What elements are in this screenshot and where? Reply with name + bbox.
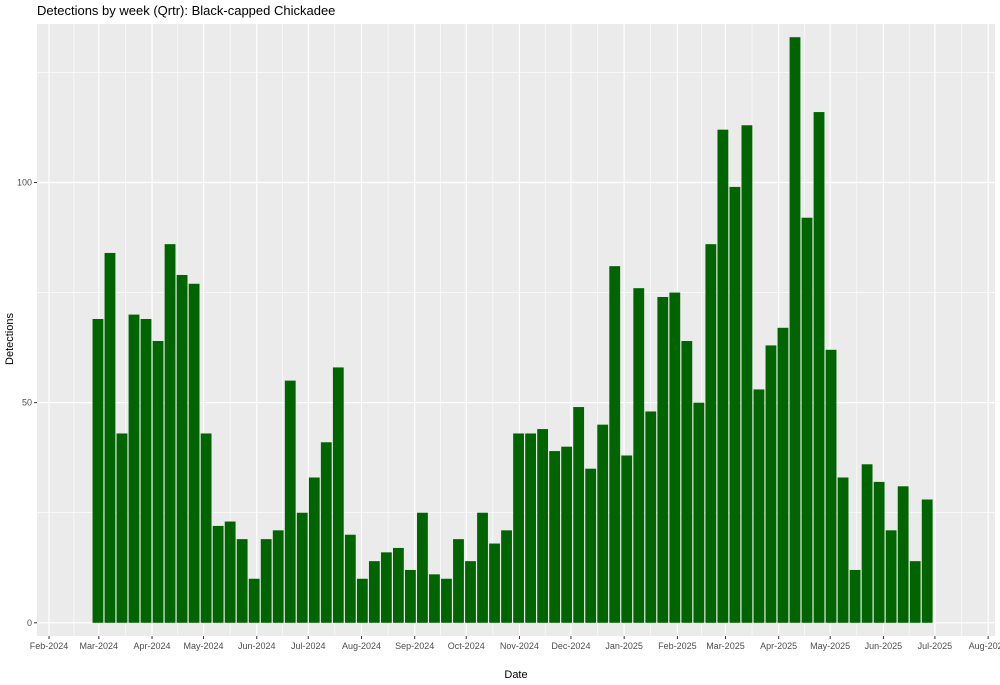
bar bbox=[801, 217, 813, 623]
bar bbox=[537, 429, 549, 623]
bar bbox=[849, 569, 861, 623]
bar bbox=[260, 539, 272, 623]
x-tick-label: Mar-2025 bbox=[706, 641, 745, 651]
bars bbox=[92, 37, 933, 623]
x-tick-label: Sep-2024 bbox=[395, 641, 434, 651]
x-tick-label: Jan-2025 bbox=[605, 641, 643, 651]
bar bbox=[861, 464, 873, 623]
bar bbox=[717, 129, 729, 623]
bar bbox=[176, 274, 188, 623]
bar bbox=[513, 433, 524, 623]
x-tick-label: Apr-2025 bbox=[760, 641, 797, 651]
chart-title: Detections by week (Qrtr): Black-capped … bbox=[37, 3, 335, 18]
bar bbox=[825, 349, 837, 623]
bar bbox=[837, 477, 849, 623]
bar bbox=[621, 455, 633, 623]
x-tick-label: Jun-2025 bbox=[865, 641, 903, 651]
y-axis: 0 50 100 bbox=[17, 178, 37, 628]
x-tick-label: Jul-2024 bbox=[291, 641, 326, 651]
x-tick-label: Oct-2024 bbox=[448, 641, 485, 651]
bar bbox=[633, 288, 645, 623]
bar bbox=[789, 37, 801, 623]
bar bbox=[453, 539, 464, 623]
bar bbox=[573, 407, 585, 623]
bar bbox=[909, 561, 921, 623]
bar bbox=[597, 424, 609, 623]
bar bbox=[164, 244, 176, 623]
bar bbox=[224, 521, 236, 623]
bar bbox=[308, 477, 320, 623]
bar bbox=[561, 446, 573, 623]
bar bbox=[681, 341, 693, 623]
bar bbox=[525, 433, 537, 623]
bar bbox=[332, 367, 344, 623]
bar bbox=[585, 468, 597, 623]
bar bbox=[104, 252, 116, 623]
bar bbox=[368, 561, 380, 623]
bar bbox=[200, 433, 212, 623]
x-tick-label: Feb-2024 bbox=[30, 641, 69, 651]
bar bbox=[897, 486, 909, 623]
x-tick-label: Aug-2025 bbox=[969, 641, 1000, 651]
bar bbox=[465, 561, 476, 623]
x-tick-label: Jun-2024 bbox=[238, 641, 276, 651]
bar bbox=[609, 266, 621, 623]
bar bbox=[693, 402, 705, 623]
bar bbox=[116, 433, 128, 623]
x-tick-label: May-2024 bbox=[184, 641, 224, 651]
bar bbox=[320, 442, 332, 623]
x-tick-label: Feb-2025 bbox=[658, 641, 697, 651]
bar bbox=[873, 481, 885, 623]
bar bbox=[777, 327, 789, 623]
y-tick-label: 0 bbox=[27, 618, 32, 628]
bar bbox=[92, 318, 104, 623]
bar bbox=[549, 451, 561, 623]
bar bbox=[212, 525, 224, 623]
bar bbox=[753, 389, 765, 623]
bar bbox=[128, 314, 140, 623]
bar bbox=[188, 283, 200, 623]
bar bbox=[669, 292, 681, 623]
bar bbox=[705, 244, 717, 623]
bar bbox=[657, 296, 669, 623]
x-tick-label: Aug-2024 bbox=[342, 641, 381, 651]
bar bbox=[392, 547, 404, 623]
x-tick-label: Dec-2024 bbox=[551, 641, 590, 651]
x-axis: Feb-2024 Mar-2024 Apr-2024 May-2024 Jun-2024… bbox=[30, 636, 1000, 651]
bar bbox=[729, 186, 741, 623]
bar bbox=[152, 341, 164, 623]
bar bbox=[477, 512, 488, 623]
bar bbox=[356, 578, 368, 623]
bar bbox=[765, 345, 777, 623]
bar bbox=[236, 539, 248, 623]
y-tick-label: 100 bbox=[17, 178, 32, 188]
bar bbox=[813, 112, 825, 623]
x-tick-label: Nov-2024 bbox=[500, 641, 539, 651]
x-tick-label: Mar-2024 bbox=[80, 641, 119, 651]
bar bbox=[380, 552, 392, 623]
bar bbox=[140, 318, 152, 623]
bar bbox=[921, 499, 933, 623]
y-tick-label: 50 bbox=[22, 398, 32, 408]
bar bbox=[405, 569, 416, 623]
bar bbox=[441, 578, 452, 623]
bar bbox=[429, 574, 440, 623]
bar bbox=[741, 125, 753, 623]
bar bbox=[248, 578, 260, 623]
bar bbox=[417, 512, 428, 623]
bar bbox=[645, 411, 657, 623]
y-axis-title: Detections bbox=[4, 313, 16, 365]
bar bbox=[489, 543, 500, 623]
bar bbox=[296, 512, 308, 623]
x-tick-label: Jul-2025 bbox=[918, 641, 953, 651]
x-tick-label: Apr-2024 bbox=[134, 641, 171, 651]
bar bbox=[272, 530, 284, 623]
x-axis-title: Date bbox=[504, 669, 527, 681]
bar bbox=[284, 380, 296, 623]
bar bbox=[885, 530, 897, 623]
bar bbox=[501, 530, 512, 623]
x-tick-label: May-2025 bbox=[810, 641, 850, 651]
bar bbox=[344, 534, 356, 623]
